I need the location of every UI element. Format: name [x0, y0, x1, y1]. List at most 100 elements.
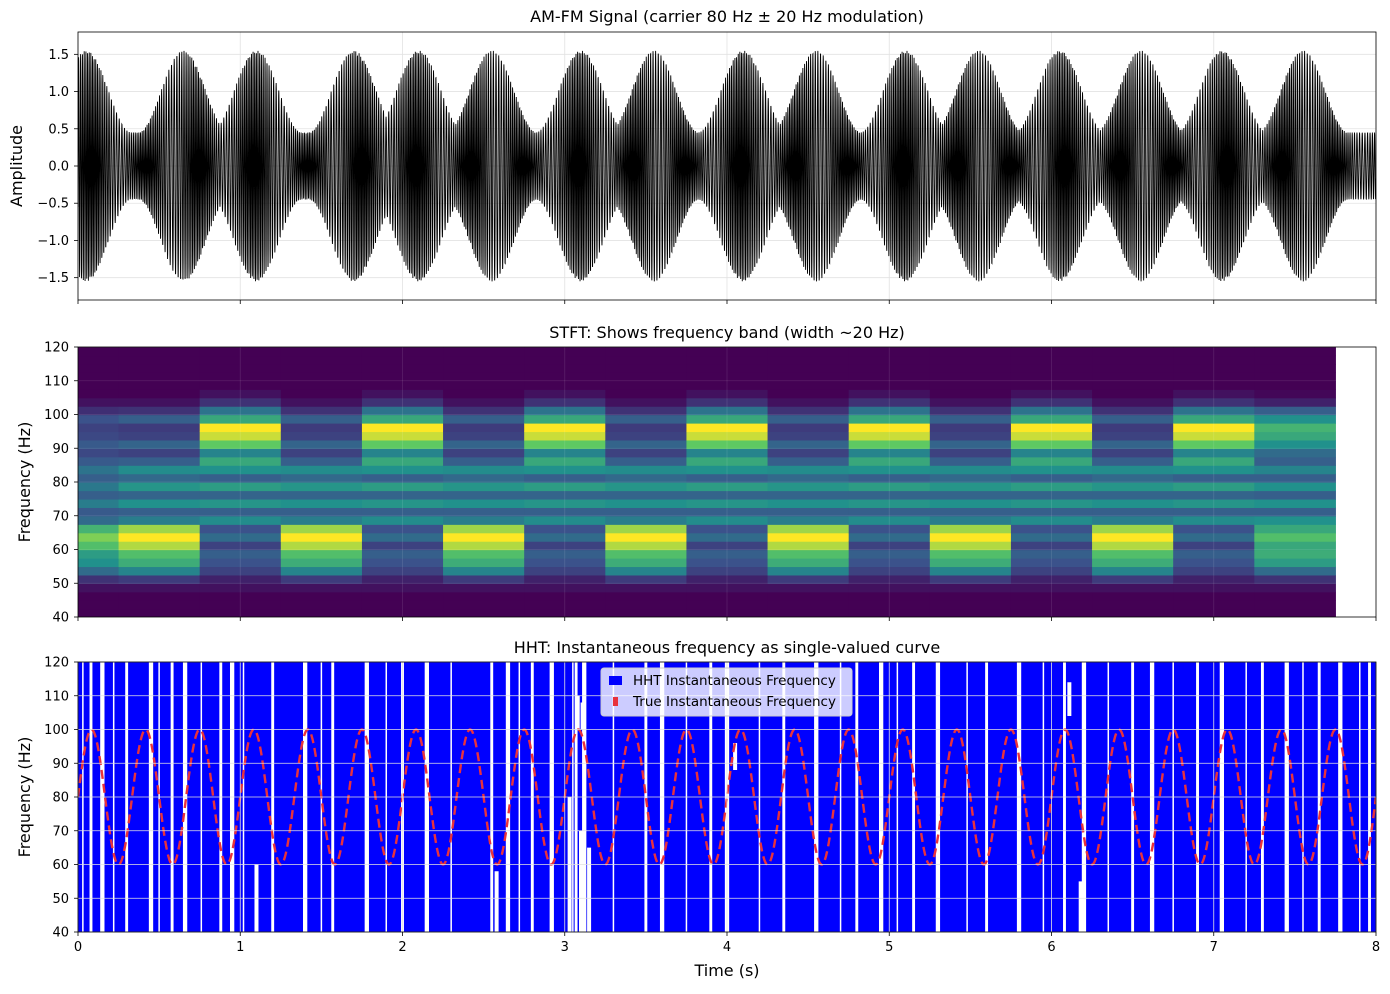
- stft-cell: [1254, 414, 1336, 424]
- stft-cell: [280, 389, 363, 399]
- stft-cell: [848, 397, 931, 407]
- stft-cell: [686, 541, 769, 551]
- signal-plot-area: [78, 50, 1376, 282]
- stft-cell: [1173, 482, 1255, 492]
- stft-cell: [118, 482, 201, 492]
- stft-cell: [1173, 574, 1255, 584]
- stft-cell: [686, 583, 769, 593]
- stft-cell: [78, 515, 120, 525]
- stft-cell: [199, 380, 282, 390]
- stft-cell: [929, 448, 1012, 458]
- stft-cell: [199, 600, 282, 610]
- stft-cell: [1092, 364, 1174, 373]
- stft-cell: [1010, 473, 1093, 483]
- stft-cell: [443, 431, 525, 441]
- stft-cell: [605, 431, 687, 441]
- stft-cell: [443, 490, 525, 500]
- stft-cell: [524, 456, 606, 466]
- stft-cell: [361, 583, 444, 593]
- stft-cell: [1254, 507, 1336, 517]
- hht-partial-gap: [1078, 881, 1083, 932]
- stft-cell: [118, 591, 201, 601]
- x-tick-label: 5: [885, 940, 893, 955]
- stft-cell: [929, 549, 1012, 559]
- stft-cell: [78, 524, 120, 534]
- stft-cell: [78, 591, 120, 601]
- stft-cell: [848, 558, 931, 568]
- stft-cell: [767, 541, 850, 551]
- stft-cell: [1092, 600, 1174, 610]
- stft-cell: [78, 574, 120, 584]
- stft-cell: [524, 541, 606, 551]
- stft-x-ticks: [77, 617, 1377, 621]
- stft-cell: [929, 558, 1012, 568]
- y-tick-label: 70: [52, 509, 69, 524]
- stft-cell: [361, 397, 444, 407]
- stft-cell: [605, 355, 687, 365]
- stft-cell: [767, 406, 850, 416]
- stft-cell: [78, 507, 120, 517]
- stft-cell: [1092, 583, 1174, 593]
- stft-cell: [848, 507, 931, 517]
- stft-cell: [1010, 372, 1093, 382]
- stft-cell: [361, 608, 444, 617]
- stft-cell: [1010, 465, 1093, 475]
- stft-cell: [686, 355, 769, 365]
- stft-cell: [118, 558, 201, 568]
- stft-cell: [848, 574, 931, 584]
- legend-swatch-hht: [609, 676, 622, 685]
- stft-cell: [280, 574, 363, 584]
- stft-cell: [848, 566, 931, 576]
- stft-cell: [686, 515, 769, 525]
- stft-cell: [361, 499, 444, 508]
- stft-cell: [929, 414, 1012, 424]
- stft-cell: [280, 608, 363, 617]
- stft-cell: [524, 482, 606, 492]
- stft-cell: [929, 499, 1012, 508]
- stft-cell: [443, 380, 525, 390]
- stft-cell: [361, 473, 444, 483]
- stft-cell: [118, 608, 201, 617]
- y-tick-label: 40: [52, 611, 69, 626]
- stft-cell: [767, 566, 850, 576]
- stft-cell: [767, 380, 850, 390]
- stft-cell: [1092, 608, 1174, 617]
- stft-cell: [1092, 532, 1174, 542]
- stft-cell: [930, 617, 1012, 626]
- stft-cell: [1092, 380, 1174, 390]
- stft-cell: [280, 397, 363, 407]
- stft-cell: [605, 406, 687, 416]
- stft-cell: [199, 549, 282, 559]
- stft-heatmap: [78, 347, 1336, 626]
- stft-cell: [361, 541, 444, 551]
- stft-cell: [767, 499, 850, 508]
- stft-cell: [1254, 591, 1336, 601]
- stft-cell: [767, 355, 850, 365]
- stft-cell: [605, 566, 687, 576]
- stft-cell: [361, 347, 444, 357]
- stft-cell: [361, 490, 444, 500]
- stft-cell: [1173, 364, 1255, 373]
- stft-cell: [443, 515, 525, 525]
- stft-cell: [848, 524, 931, 534]
- stft-cell: [767, 473, 850, 483]
- stft-cell: [1173, 423, 1255, 433]
- stft-cell: [524, 524, 606, 534]
- stft-cell: [929, 397, 1012, 407]
- stft-cell: [361, 448, 444, 458]
- stft-cell: [78, 566, 120, 576]
- stft-cell: [280, 380, 363, 390]
- stft-cell: [1173, 549, 1255, 559]
- stft-cell: [443, 347, 525, 357]
- stft-cell: [1254, 574, 1336, 584]
- y-tick-label: 120: [44, 341, 69, 356]
- stft-cell: [199, 389, 282, 399]
- stft-cell: [1254, 524, 1336, 534]
- stft-cell: [605, 600, 687, 610]
- stft-cell: [767, 414, 850, 424]
- stft-panel: STFT: Shows frequency band (width ~20 Hz…: [15, 323, 1377, 626]
- x-tick-label: 1: [236, 940, 244, 955]
- stft-cell: [1092, 355, 1174, 365]
- stft-cell: [929, 608, 1012, 617]
- stft-cell: [929, 423, 1012, 433]
